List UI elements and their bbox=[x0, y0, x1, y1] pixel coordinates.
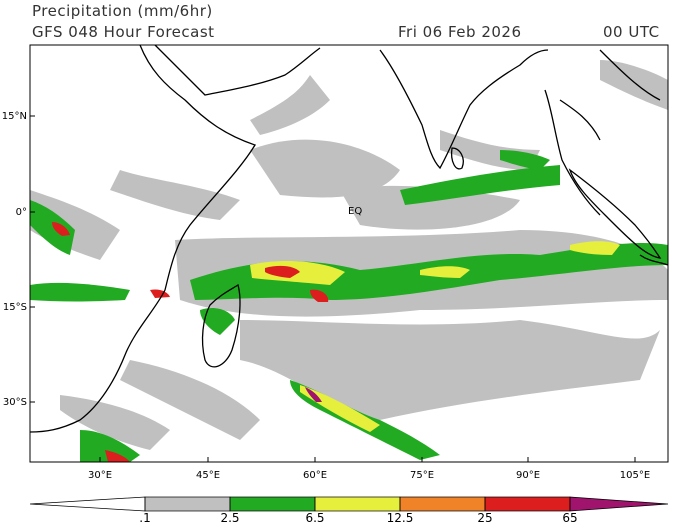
colorbar-low-end bbox=[29, 496, 146, 512]
precip-intense bbox=[52, 222, 329, 462]
map-frame bbox=[29, 44, 669, 463]
colorbar-label: .1 bbox=[139, 511, 150, 525]
precip-extreme bbox=[305, 387, 322, 402]
colorbar-label: 2.5 bbox=[220, 511, 239, 525]
colorbar-segment bbox=[484, 496, 571, 512]
colorbar-label: 65 bbox=[562, 511, 577, 525]
lat-label: 15°S bbox=[3, 302, 27, 313]
coastlines bbox=[29, 44, 669, 433]
colorbar-segment bbox=[399, 496, 486, 512]
equator-label: EQ bbox=[348, 206, 362, 217]
colorbar: .1 2.5 6.5 12.5 25 65 bbox=[29, 496, 669, 525]
colorbar-label: 6.5 bbox=[305, 511, 324, 525]
lat-label: 30°S bbox=[3, 397, 27, 408]
map: 15°N0°15°S30°S30°E 45°E 60°E 75°E 90°E 105°E … bbox=[2, 44, 669, 481]
colorbar-label: 12.5 bbox=[387, 511, 414, 525]
time: 00 UTC bbox=[603, 23, 660, 41]
lon-label: 105°E bbox=[620, 470, 650, 481]
colorbar-label: 25 bbox=[477, 511, 492, 525]
lon-label: 75°E bbox=[410, 470, 434, 481]
colorbar-high-end bbox=[569, 496, 669, 512]
lat-label: 0° bbox=[16, 207, 27, 218]
lon-label: 90°E bbox=[516, 470, 540, 481]
axis-ticks: 15°N 0° 15°S 30°S 30°E 45°E 60°E 75°E 90°E 105°E bbox=[2, 111, 650, 481]
colorbar-segment bbox=[314, 496, 401, 512]
lon-label: 30°E bbox=[88, 470, 112, 481]
subtitle: GFS 048 Hour Forecast bbox=[32, 23, 215, 41]
colorbar-segment bbox=[144, 496, 231, 512]
date: Fri 06 Feb 2026 bbox=[398, 23, 522, 41]
lat-label: 15°N bbox=[2, 111, 27, 122]
colorbar-segment bbox=[229, 496, 316, 512]
lon-label: 45°E bbox=[196, 470, 220, 481]
lon-label: 60°E bbox=[303, 470, 327, 481]
title: Precipitation (mm/6hr) bbox=[32, 2, 213, 20]
